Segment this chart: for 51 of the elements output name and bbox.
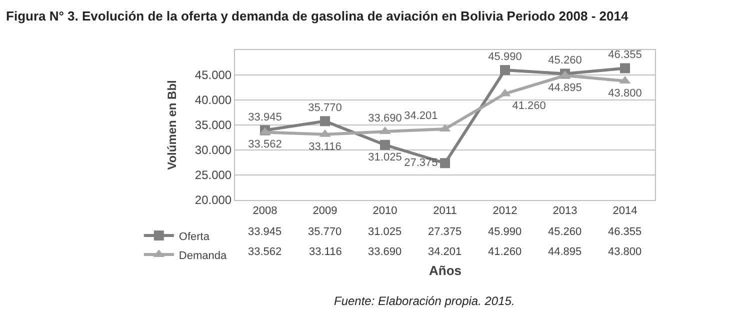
text: 44.895 xyxy=(548,82,582,94)
data-label: 33.690 xyxy=(368,246,402,258)
point xyxy=(380,140,390,150)
text: 33.116 xyxy=(308,140,342,153)
text: 43.800 xyxy=(608,88,642,100)
chart-title: Figura N° 3. Evolución de la oferta y demanda de gasolina de aviación en Bolivia Periodo 2008 - 2014 xyxy=(6,8,629,24)
y-tick-label: 20.000 xyxy=(194,193,232,208)
data-label: 44.895 xyxy=(548,246,582,258)
data-label: 33.945 xyxy=(248,226,282,238)
data-label: 33.116 xyxy=(309,246,342,258)
x-tick-label: 2014 xyxy=(612,205,638,218)
data-label: 31.025 xyxy=(368,226,402,238)
point xyxy=(500,65,510,76)
y-tick-label: 30.000 xyxy=(194,143,232,158)
x-tick-label: 2011 xyxy=(433,205,457,218)
x-tick-label: 2013 xyxy=(552,205,578,218)
text: 45.990 xyxy=(488,51,522,64)
x-tick-label: 2009 xyxy=(312,205,338,218)
data-label: 45.990 xyxy=(488,226,522,238)
source-note: Fuente: Elaboración propia. 2015. xyxy=(334,294,515,308)
y-tick-label: 25.000 xyxy=(194,168,232,182)
y-tick-label: 45.000 xyxy=(194,68,232,82)
point xyxy=(320,116,330,126)
data-label: 33.562 xyxy=(248,246,282,258)
text: 41.260 xyxy=(512,100,546,112)
legend-label: Demanda xyxy=(178,250,228,262)
legend-label: Oferta xyxy=(178,230,210,243)
data-label: 35.770 xyxy=(308,226,342,238)
y-tick-label: 40.000 xyxy=(194,93,232,108)
text: 34.201 xyxy=(404,110,438,122)
x-axis-title: Años xyxy=(429,263,462,278)
x-tick-label: 2008 xyxy=(252,205,278,218)
data-label: 41.260 xyxy=(488,246,522,258)
point xyxy=(440,158,450,168)
x-tick-label: 2010 xyxy=(372,205,398,218)
text: 46.355 xyxy=(608,49,642,62)
text: 45.260 xyxy=(548,54,582,67)
y-tick-label: 35.000 xyxy=(194,118,232,132)
y-axis-title: Volúmen en Bbl xyxy=(165,80,180,170)
data-label: 27.375 xyxy=(428,226,462,238)
text: 33.945 xyxy=(248,111,282,124)
text: 33.562 xyxy=(248,138,282,151)
text: 33.690 xyxy=(368,112,402,125)
data-label: 34.201 xyxy=(428,246,462,258)
data-label: 43.800 xyxy=(608,246,642,258)
data-label: 46.355 xyxy=(608,226,642,238)
x-tick-label: 2012 xyxy=(492,205,518,218)
text: 31.025 xyxy=(368,151,402,164)
point xyxy=(620,63,630,74)
text: 35.770 xyxy=(308,102,342,114)
data-label: 45.260 xyxy=(548,226,582,238)
